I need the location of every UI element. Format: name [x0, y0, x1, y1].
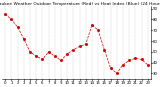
Title: Milwaukee Weather Outdoor Temperature (Red) vs Heat Index (Blue) (24 Hours): Milwaukee Weather Outdoor Temperature (R… — [0, 2, 160, 6]
